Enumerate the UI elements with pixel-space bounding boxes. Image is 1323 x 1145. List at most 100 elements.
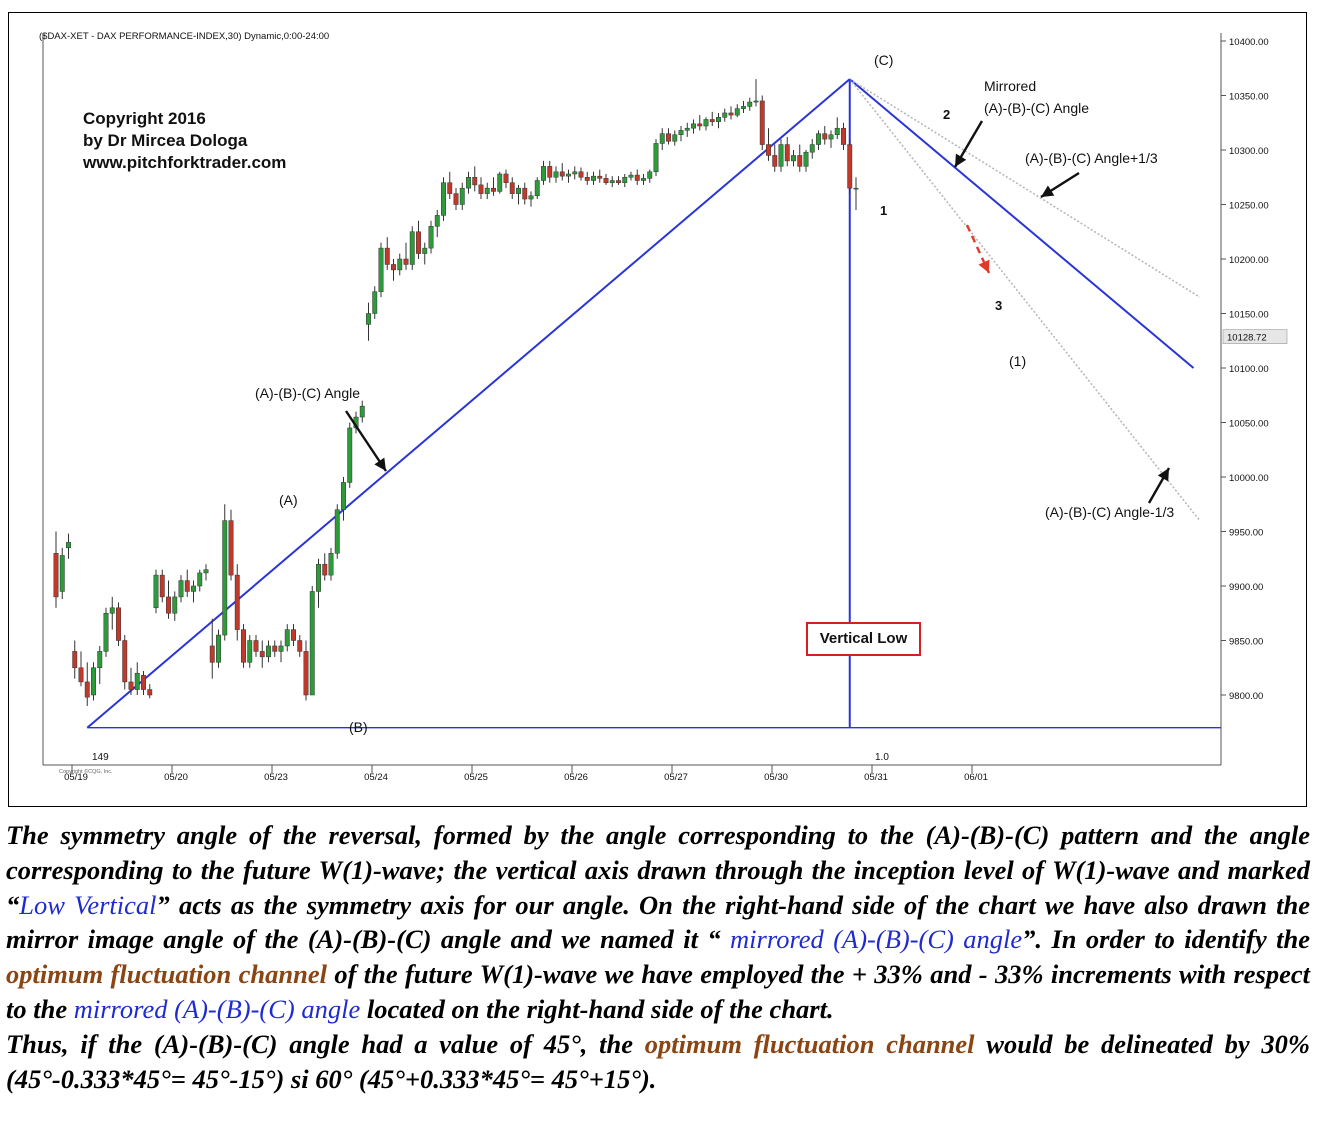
label-a: (A) (279, 492, 298, 508)
candle-body (416, 231, 421, 254)
candle-body (497, 173, 503, 192)
candle-body (591, 175, 596, 181)
caption-segment: of the future W(1)-wave we have employed… (6, 959, 1310, 1024)
candle-body (603, 178, 609, 183)
y-tick-label: 10350.00 (1229, 92, 1269, 103)
candle-body (197, 572, 203, 587)
candle-body (728, 112, 734, 116)
candle-body (328, 553, 334, 576)
caption-segment: ” acts as the symmetry axis for our angl… (6, 889, 1311, 955)
caption-segment-blue: Low Vertical (19, 889, 157, 920)
caption-segment: would be delineated by 30% (45°-0.333*45… (6, 1028, 1310, 1094)
candle-body (78, 667, 84, 683)
x-tick-label: 05/23 (264, 772, 288, 783)
candle-body (847, 144, 853, 189)
candle-body (541, 166, 546, 181)
candle-body (84, 681, 90, 698)
candle-body (666, 133, 671, 142)
candle-body (297, 640, 303, 652)
candle-body (278, 645, 284, 652)
trend-line-2 (849, 78, 1201, 298)
caption-text: The symmetry angle of the reversal, form… (6, 818, 1310, 1096)
mirrored-arrow-head (955, 153, 967, 167)
candle-body (834, 127, 840, 135)
copyright-line-2: by Dr Mircea Dologa (83, 131, 248, 150)
candle-body (253, 640, 259, 652)
y-tick-label: 10000.00 (1229, 473, 1269, 484)
candle-body (322, 563, 328, 576)
candle-body (378, 247, 384, 292)
candle-body (753, 100, 759, 103)
candle-body (441, 182, 446, 216)
candle-body (234, 574, 240, 630)
candle-body (309, 591, 315, 696)
candle-body (597, 175, 603, 179)
candle-body (103, 613, 109, 652)
candle-body (472, 177, 478, 186)
candle-body (697, 123, 703, 127)
candle-body (466, 177, 471, 189)
candle-body (384, 247, 390, 265)
x-tick-label: 05/31 (864, 772, 888, 783)
x-tick-label: 06/01 (964, 772, 988, 783)
candle-body (266, 645, 271, 658)
candle-body (841, 127, 846, 145)
candle-body (191, 585, 196, 592)
candle-body (303, 651, 309, 696)
candle-body (778, 144, 784, 167)
label-angle-minus: (A)-(B)-(C) Angle-1/3 (1045, 504, 1174, 520)
candle-body (816, 133, 821, 145)
label-10: 1.0 (875, 752, 889, 763)
caption-paragraph-2: Thus, if the (A)-(B)-(C) angle had a val… (6, 1027, 1310, 1097)
caption-segment-blue: mirrored (A)-(B)-(C) angle (730, 924, 1023, 955)
caption-segment-brown: optimum fluctuation channel (644, 1028, 975, 1059)
label-b: (B) (349, 719, 368, 735)
candle-body (672, 134, 678, 142)
label-wave-3: 3 (995, 298, 1002, 313)
candle-body (222, 520, 228, 636)
candle-body (459, 187, 465, 205)
candle-body (128, 681, 134, 690)
candle-body (797, 155, 803, 167)
candle-body (284, 629, 290, 647)
label-angle-main: (A)-(B)-(C) Angle (255, 385, 360, 401)
candle-body (159, 574, 165, 598)
candle-body (59, 555, 65, 592)
label-mirrored-2: (A)-(B)-(C) Angle (984, 100, 1089, 116)
candle-body (272, 645, 278, 652)
candle-body (147, 689, 153, 696)
candle-body (122, 640, 128, 683)
candle-body (347, 427, 353, 483)
candle-body (503, 173, 509, 183)
x-tick-label: 05/25 (464, 772, 488, 783)
y-tick-label: 10300.00 (1229, 146, 1269, 157)
candle-body (291, 629, 296, 641)
candle-body (259, 651, 265, 658)
candle-body (153, 574, 159, 609)
candle-body (791, 155, 796, 162)
candle-body (647, 171, 653, 179)
candle-body (766, 144, 771, 156)
candle-body (703, 119, 709, 127)
caption-paragraph-1: The symmetry angle of the reversal, form… (6, 818, 1310, 1027)
label-wave-1: 1 (880, 203, 887, 218)
candle-body (478, 184, 484, 194)
last-price-label: 10128.72 (1227, 333, 1267, 344)
candle-body (216, 634, 221, 663)
copyright-line-1: Copyright 2016 (83, 109, 206, 128)
candle-body (522, 187, 528, 200)
candle-body (397, 258, 403, 271)
candle-body (653, 143, 659, 173)
label-wave-paren-1: (1) (1009, 353, 1026, 369)
candle-body (359, 405, 365, 418)
candle-body (641, 178, 646, 181)
candle-body (209, 645, 215, 663)
trend-line-3 (849, 78, 1201, 522)
candle-body (97, 651, 103, 669)
y-tick-label: 10400.00 (1229, 37, 1269, 48)
candle-body (553, 171, 559, 178)
candle-body (403, 258, 409, 265)
candle-body (434, 215, 440, 227)
label-mirrored-1: Mirrored (984, 78, 1036, 94)
candle-body (759, 100, 765, 145)
